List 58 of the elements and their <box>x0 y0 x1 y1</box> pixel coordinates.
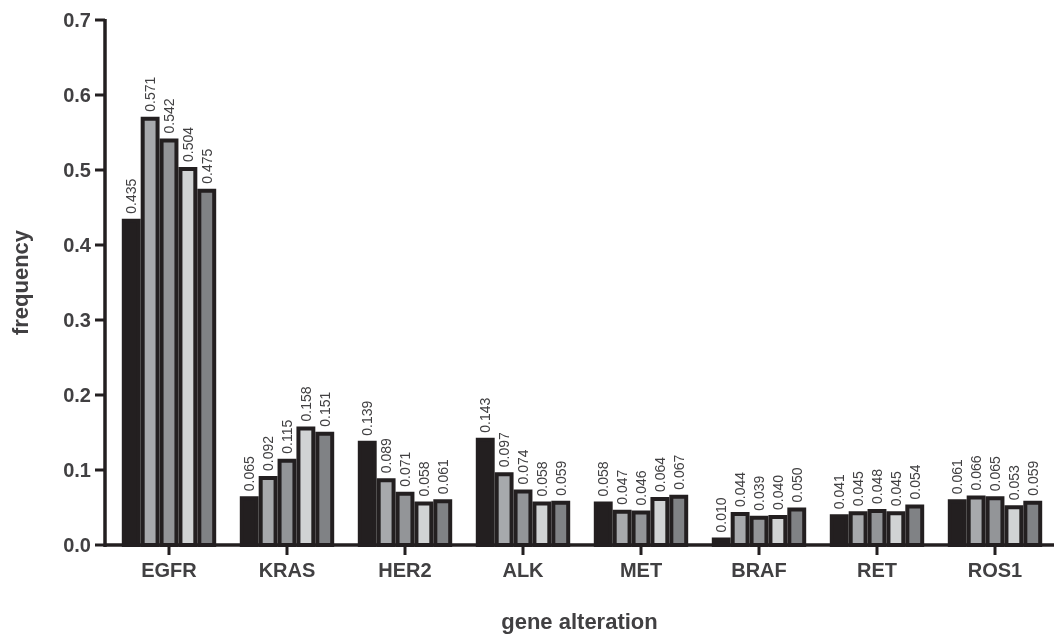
y-tick-label: 0.4 <box>63 234 92 256</box>
data-label: 0.074 <box>515 449 531 485</box>
data-label: 0.053 <box>1005 465 1022 501</box>
data-label: 0.061 <box>434 459 451 495</box>
x-tick-label: RET <box>857 559 897 581</box>
data-label: 0.058 <box>415 461 432 497</box>
data-label: 0.065 <box>987 456 1003 492</box>
x-tick-label: BRAF <box>731 559 787 581</box>
data-label: 0.010 <box>713 497 730 533</box>
data-label: 0.139 <box>359 400 376 436</box>
data-label: 0.071 <box>397 451 413 487</box>
x-tick-label: KRAS <box>258 559 316 581</box>
data-label: 0.058 <box>595 461 612 497</box>
data-label: 0.065 <box>241 456 258 492</box>
data-label: 0.061 <box>949 459 966 495</box>
data-label: 0.435 <box>123 178 140 214</box>
data-label: 0.475 <box>198 148 215 184</box>
y-tick-label: 0.2 <box>63 384 91 406</box>
data-label: 0.097 <box>496 432 513 468</box>
data-label: 0.067 <box>670 454 687 490</box>
y-tick-label: 0.6 <box>63 84 91 106</box>
x-tick-label: EGFR <box>141 559 198 581</box>
data-label: 0.046 <box>633 470 649 506</box>
y-tick-label: 0.3 <box>63 309 91 331</box>
data-label: 0.054 <box>906 464 923 500</box>
data-label: 0.542 <box>161 98 177 134</box>
data-label: 0.041 <box>831 474 848 510</box>
data-label: 0.158 <box>297 386 314 422</box>
y-axis-title: frequency <box>8 229 33 336</box>
x-tick-label: HER2 <box>378 559 432 581</box>
data-label: 0.504 <box>179 126 196 162</box>
data-label: 0.089 <box>378 438 395 474</box>
x-tick-label: MET <box>619 559 663 581</box>
x-axis-title: gene alteration <box>501 609 658 634</box>
data-label: 0.143 <box>477 397 494 433</box>
data-label: 0.040 <box>769 474 786 510</box>
x-tick-label: ALK <box>502 559 545 581</box>
data-label: 0.045 <box>850 471 867 507</box>
data-label: 0.050 <box>788 467 805 503</box>
x-tick-label: ROS1 <box>967 559 1023 581</box>
data-label: 0.571 <box>142 76 159 112</box>
y-tick-label: 0.7 <box>63 9 91 31</box>
y-tick-label: 0.5 <box>63 159 91 181</box>
data-label: 0.059 <box>552 460 569 496</box>
data-label: 0.058 <box>533 461 550 497</box>
data-label: 0.045 <box>887 471 904 507</box>
data-label: 0.039 <box>751 475 767 511</box>
data-label: 0.044 <box>732 471 749 507</box>
data-label: 0.115 <box>279 419 295 454</box>
data-label: 0.064 <box>651 456 668 492</box>
data-label: 0.151 <box>316 391 333 427</box>
data-label: 0.048 <box>869 468 885 504</box>
data-label: 0.047 <box>614 469 631 505</box>
y-tick-label: 0.0 <box>63 534 91 556</box>
data-label: 0.066 <box>968 455 985 491</box>
data-label: 0.092 <box>260 435 277 471</box>
data-label: 0.059 <box>1024 460 1041 496</box>
y-tick-label: 0.1 <box>63 459 91 481</box>
